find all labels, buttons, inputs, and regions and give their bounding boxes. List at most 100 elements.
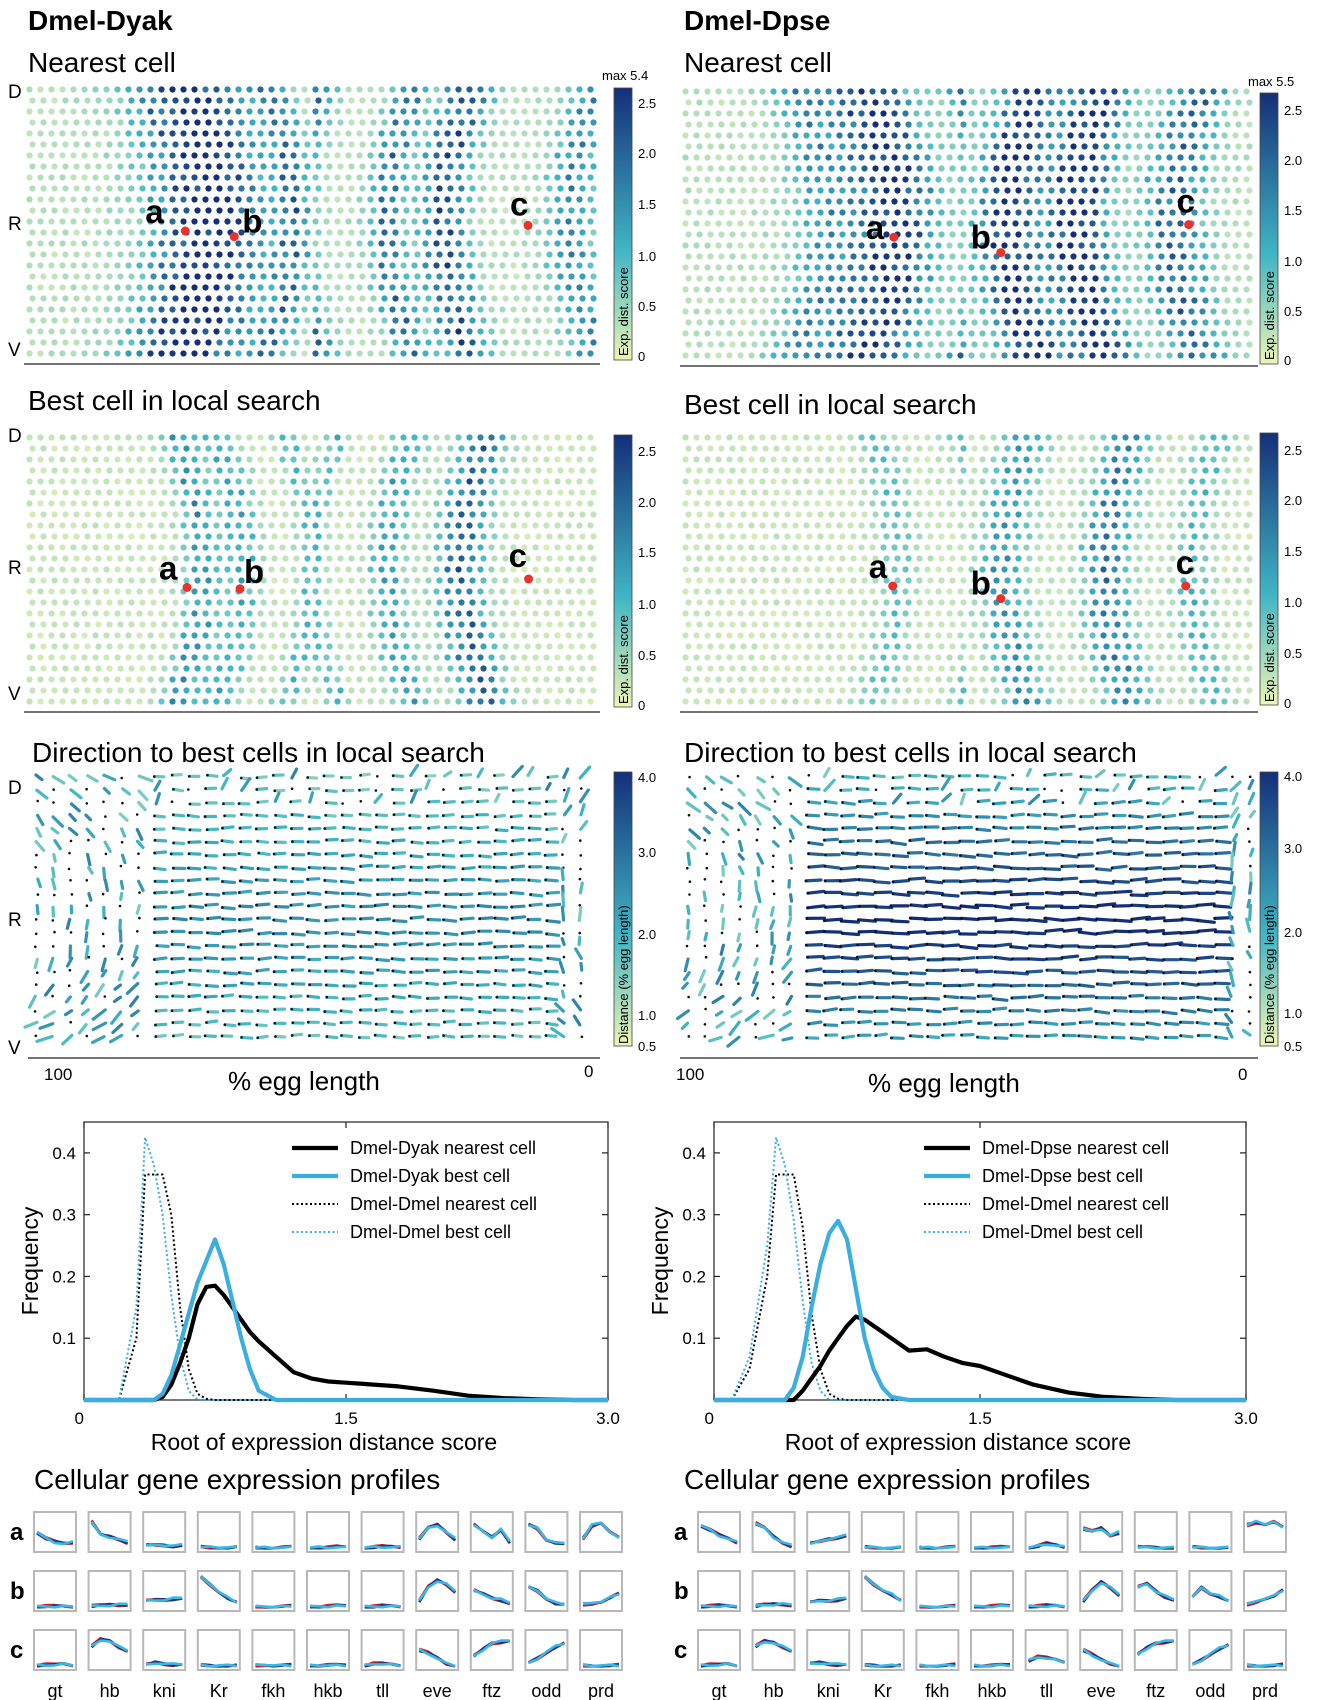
cell-dot — [367, 632, 374, 639]
cell-dot — [271, 229, 278, 236]
cell-dot — [180, 328, 187, 335]
cell-dot — [839, 165, 846, 172]
cell-dot — [257, 196, 264, 203]
cell-dot — [1026, 341, 1033, 348]
cell-dot — [1048, 621, 1055, 628]
cell-dot — [224, 500, 231, 507]
cell-dot — [1070, 121, 1077, 128]
cell-dot — [891, 264, 898, 271]
cell-dot — [872, 489, 879, 496]
cell-dot — [268, 306, 275, 313]
cell-dot — [924, 566, 931, 573]
cell-dot — [1111, 478, 1118, 485]
cell-dot — [246, 500, 253, 507]
cell-dot — [1177, 264, 1184, 271]
cell-dot — [37, 632, 44, 639]
cell-dot — [949, 489, 956, 496]
cell-dot — [1034, 286, 1041, 293]
cell-dot — [579, 251, 586, 258]
cell-dot — [1147, 577, 1154, 584]
cell-dot — [1067, 220, 1074, 227]
cell-dot — [172, 185, 179, 192]
cell-dot — [268, 284, 275, 291]
cell-dot — [213, 632, 220, 639]
cell-dot — [894, 445, 901, 452]
cell-dot — [1100, 176, 1107, 183]
cell-dot — [737, 242, 744, 249]
cell-dot — [869, 456, 876, 463]
cell-dot — [740, 99, 747, 106]
cell-dot — [883, 297, 890, 304]
cell-dot — [1092, 577, 1099, 584]
cell-dot — [282, 467, 289, 474]
cell-dot — [95, 445, 102, 452]
cell-dot — [836, 198, 843, 205]
cell-dot — [836, 264, 843, 271]
cell-dot — [836, 478, 843, 485]
cell-dot — [847, 456, 854, 463]
cell-dot — [960, 621, 967, 628]
cell-dot — [850, 275, 857, 282]
cell-dot — [334, 108, 341, 115]
cell-dot — [836, 522, 843, 529]
cell-dot — [693, 434, 700, 441]
cell-dot — [1012, 610, 1019, 617]
cell-dot — [48, 130, 55, 137]
cell-dot — [337, 185, 344, 192]
cell-dot — [773, 577, 780, 584]
cell-dot — [359, 643, 366, 650]
cell-dot — [554, 610, 561, 617]
cell-dot — [825, 88, 832, 95]
cell-dot — [916, 621, 923, 628]
cell-dot — [543, 306, 550, 313]
cell-dot — [576, 328, 583, 335]
cell-dot — [268, 240, 275, 247]
cell-dot — [762, 143, 769, 150]
cell-dot — [1059, 621, 1066, 628]
cell-dot — [704, 434, 711, 441]
cell-dot — [682, 588, 689, 595]
cell-dot — [202, 456, 209, 463]
cell-dot — [814, 456, 821, 463]
cell-dot — [117, 273, 124, 280]
cell-dot — [290, 350, 297, 357]
cell-dot — [1012, 308, 1019, 315]
cell-dot — [114, 456, 121, 463]
cell-dot — [1136, 511, 1143, 518]
cell-dot — [378, 284, 385, 291]
cell-dot — [1147, 253, 1154, 260]
cell-dot — [957, 522, 964, 529]
cell-dot — [312, 328, 319, 335]
cell-dot — [740, 555, 747, 562]
cell-dot — [993, 187, 1000, 194]
cell-dot — [249, 467, 256, 474]
cell-dot — [696, 187, 703, 194]
cell-dot — [381, 467, 388, 474]
cell-dot — [814, 308, 821, 315]
cell-dot — [73, 185, 80, 192]
cell-dot — [106, 141, 113, 148]
cell-dot — [249, 273, 256, 280]
cell-dot — [315, 489, 322, 496]
cell-dot — [883, 209, 890, 216]
cell-dot — [1015, 511, 1022, 518]
cell-dot — [103, 328, 110, 335]
cell-dot — [301, 500, 308, 507]
cell-dot — [894, 143, 901, 150]
cell-dot — [795, 533, 802, 540]
cell-dot — [1037, 143, 1044, 150]
cell-dot — [535, 445, 542, 452]
cell-dot — [1158, 577, 1165, 584]
cell-dot — [685, 621, 692, 628]
cell-dot — [913, 110, 920, 117]
cell-dot — [924, 330, 931, 337]
cell-dot — [543, 434, 550, 441]
cell-dot — [191, 262, 198, 269]
cell-dot — [781, 566, 788, 573]
cell-dot — [183, 643, 190, 650]
cell-dot — [751, 209, 758, 216]
cell-dot — [938, 143, 945, 150]
cell-dot — [1202, 165, 1209, 172]
cell-dot — [737, 352, 744, 359]
cell-dot — [891, 220, 898, 227]
